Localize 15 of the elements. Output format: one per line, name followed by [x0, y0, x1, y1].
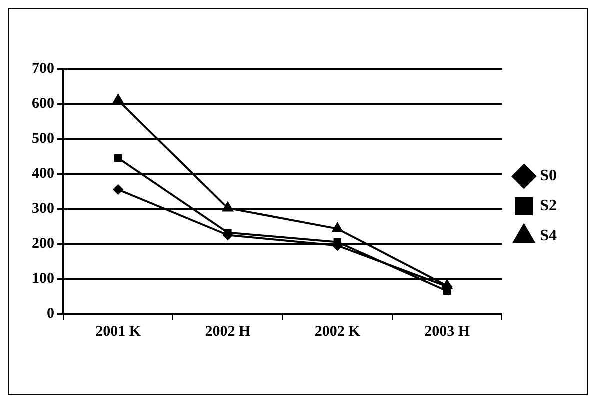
y-tick-label: 400 [32, 166, 54, 182]
y-tick-label: 500 [32, 130, 54, 147]
y-tick-label: 200 [32, 236, 54, 252]
legend-label: S2 [540, 198, 558, 215]
y-tick-label: 300 [32, 200, 54, 217]
x-tick-label: 2001 K [96, 324, 142, 340]
y-tick-label: 0 [47, 306, 54, 322]
x-tick-label: 2002 K [314, 324, 361, 340]
y-tick-label: 100 [32, 270, 54, 287]
y-tick-label: 600 [32, 96, 54, 112]
x-tick-label: 2002 H [205, 324, 252, 340]
y-tick-label: 700 [32, 60, 54, 77]
x-tick-label: 2003 H [424, 324, 470, 340]
legend-label: S4 [540, 228, 558, 245]
legend-label: S0 [540, 168, 558, 185]
